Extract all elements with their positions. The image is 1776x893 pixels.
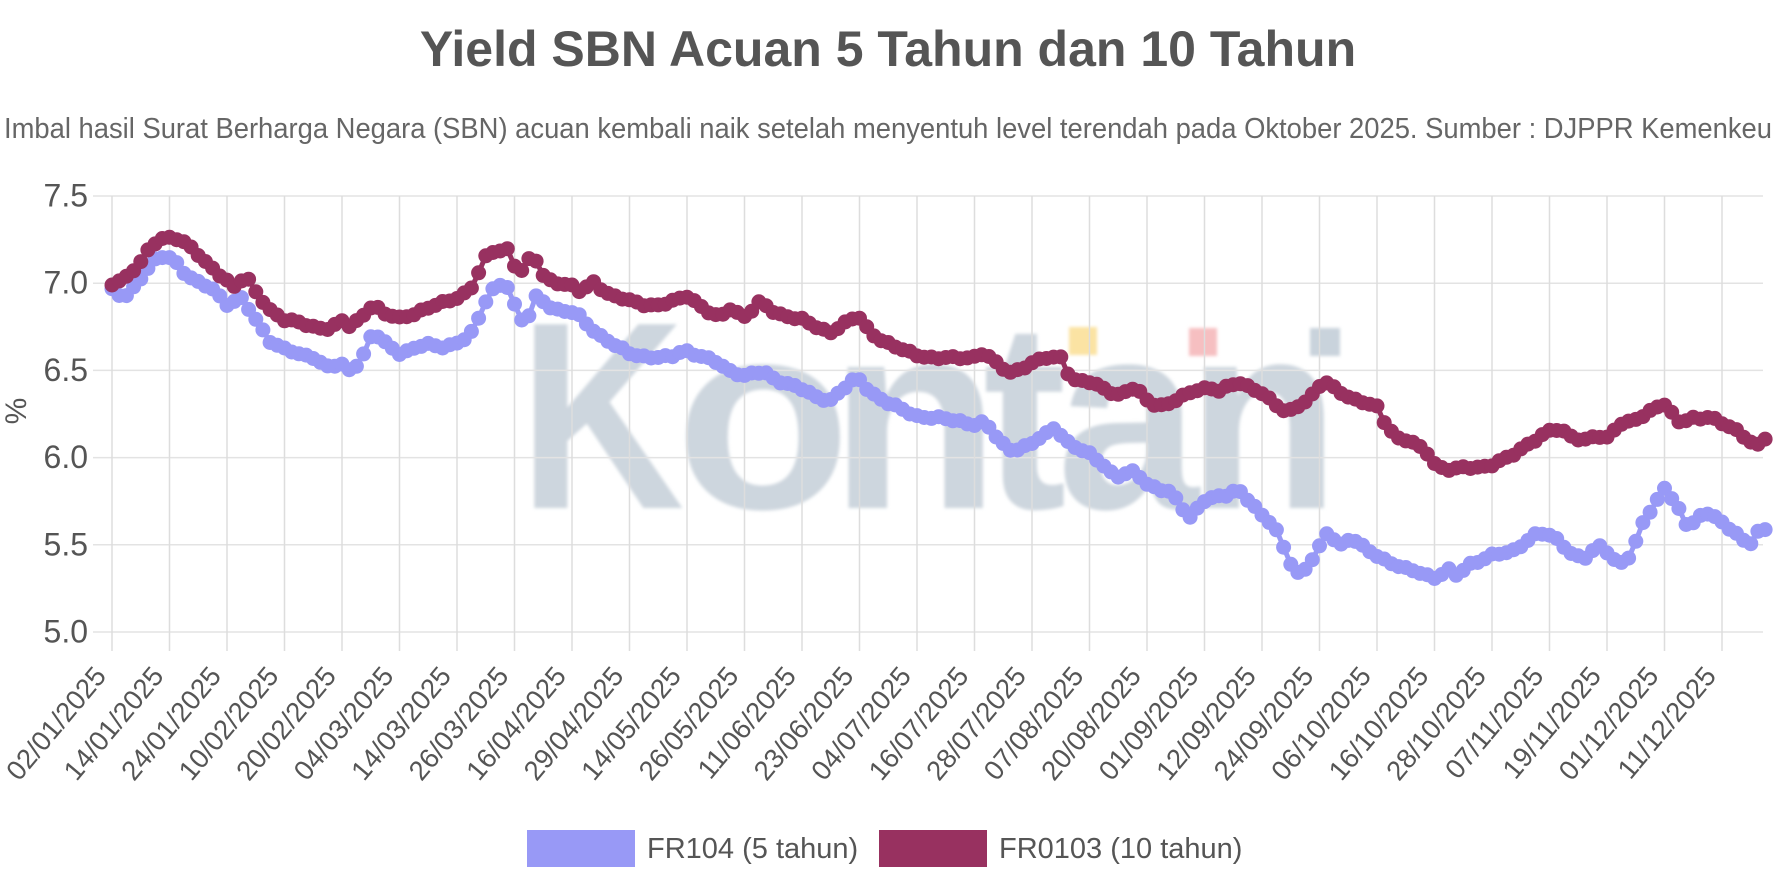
svg-text:FR0103 (10 tahun): FR0103 (10 tahun)	[999, 833, 1242, 865]
svg-text:%: %	[0, 398, 33, 425]
svg-text:7.0: 7.0	[44, 265, 88, 301]
svg-text:Imbal hasil Surat Berharga Neg: Imbal hasil Surat Berharga Negara (SBN) …	[4, 113, 1772, 145]
svg-text:K: K	[519, 267, 684, 565]
svg-text:t: t	[983, 266, 1067, 565]
svg-text:6.0: 6.0	[44, 439, 88, 475]
svg-text:6.5: 6.5	[44, 352, 88, 388]
svg-text:5.0: 5.0	[44, 614, 88, 650]
svg-text:5.5: 5.5	[44, 526, 88, 562]
svg-text:7.5: 7.5	[44, 178, 88, 214]
svg-text:Yield SBN Acuan 5 Tahun dan 10: Yield SBN Acuan 5 Tahun dan 10 Tahun	[420, 21, 1356, 77]
svg-text:a: a	[1057, 268, 1201, 565]
svg-text:FR104 (5 tahun): FR104 (5 tahun)	[647, 833, 858, 865]
